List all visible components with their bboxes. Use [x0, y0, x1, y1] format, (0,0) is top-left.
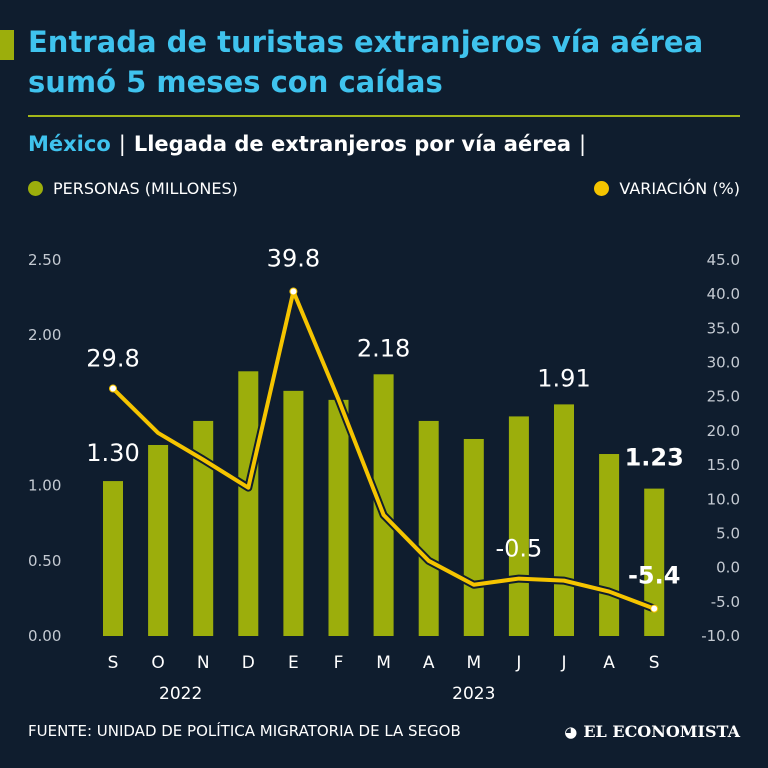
right-axis-tick: 40.0 [707, 285, 740, 303]
x-axis-label: J [560, 653, 566, 673]
x-axis-label: M [376, 653, 391, 673]
bar [508, 416, 529, 636]
right-axis-tick: 0.0 [716, 559, 740, 577]
right-axis-tick: 5.0 [716, 524, 740, 542]
right-axis-tick: 45.0 [707, 251, 740, 269]
left-axis-tick: 0.00 [28, 627, 61, 645]
title-divider [28, 115, 740, 117]
data-label: 2.18 [357, 334, 410, 362]
line-point [109, 384, 117, 393]
legend-bars-swatch [28, 181, 43, 196]
left-axis-tick: 2.00 [28, 326, 61, 344]
bar [418, 420, 439, 636]
bar [148, 444, 169, 636]
bar [599, 454, 620, 636]
bar [238, 371, 259, 636]
right-axis-tick: -5.0 [711, 593, 740, 611]
x-axis-label: N [197, 653, 210, 673]
line-point [650, 604, 659, 613]
right-axis-tick: -10.0 [701, 627, 740, 645]
bar [103, 481, 123, 636]
brand-name: EL ECONOMISTA [583, 722, 740, 741]
x-axis-label: O [151, 653, 164, 673]
subtitle-text: Llegada de extranjeros por vía aérea [133, 132, 571, 156]
subtitle-separator: | [118, 132, 126, 156]
x-axis-label: F [334, 653, 344, 673]
x-axis-label: D [242, 653, 255, 673]
brand-logo: ◕ EL ECONOMISTA [564, 722, 740, 741]
globe-icon: ◕ [564, 722, 578, 741]
bar [328, 399, 349, 636]
data-label: 1.23 [625, 444, 684, 472]
right-axis-tick: 25.0 [707, 388, 740, 406]
title-accent-bar [0, 30, 14, 60]
left-axis-tick: 2.50 [28, 251, 61, 269]
data-label: 1.91 [537, 364, 590, 392]
left-axis-tick: 0.50 [28, 552, 61, 570]
x-axis-label: A [603, 653, 615, 673]
legend-bars: PERSONAS (MILLONES) [28, 179, 238, 198]
country-label: México [28, 132, 111, 156]
bar [644, 488, 665, 636]
subtitle-separator-end: | [579, 132, 587, 156]
x-axis-label: S [108, 653, 119, 673]
right-axis-tick: 35.0 [707, 319, 740, 337]
data-label: 39.8 [267, 244, 320, 272]
year-label: 2022 [159, 684, 202, 704]
data-label: -0.5 [495, 535, 542, 563]
data-label: 29.8 [86, 345, 139, 373]
right-axis-tick: 20.0 [707, 422, 740, 440]
right-axis-tick: 15.0 [707, 456, 740, 474]
variation-line [111, 289, 655, 611]
year-label: 2023 [452, 684, 495, 704]
line-point [289, 287, 298, 296]
legend-line-swatch [594, 181, 610, 196]
legend-line: VARIACIÓN (%) [594, 179, 740, 198]
right-axis-tick: 30.0 [707, 354, 740, 372]
legend-line-label: VARIACIÓN (%) [619, 179, 740, 198]
bar [193, 420, 214, 636]
data-label: 1.30 [86, 439, 139, 467]
data-label: -5.4 [628, 562, 680, 590]
x-axis-label: E [288, 653, 299, 673]
bar [554, 404, 574, 636]
x-axis-label: J [515, 653, 521, 673]
left-axis-tick: 1.00 [28, 477, 61, 495]
source-note: FUENTE: UNIDAD DE POLÍTICA MIGRATORIA DE… [28, 722, 461, 740]
legend-bars-label: PERSONAS (MILLONES) [53, 179, 238, 198]
chart-subtitle: México | Llegada de extranjeros por vía aé… [28, 132, 594, 156]
bar [283, 390, 304, 636]
x-axis-label: A [423, 653, 435, 673]
bar [463, 438, 484, 636]
x-axis-label: S [649, 653, 660, 673]
page-title: Entrada de turistas extranjeros vía aére… [28, 25, 704, 99]
x-axis-label: M [466, 653, 481, 673]
right-axis-tick: 10.0 [707, 490, 740, 508]
